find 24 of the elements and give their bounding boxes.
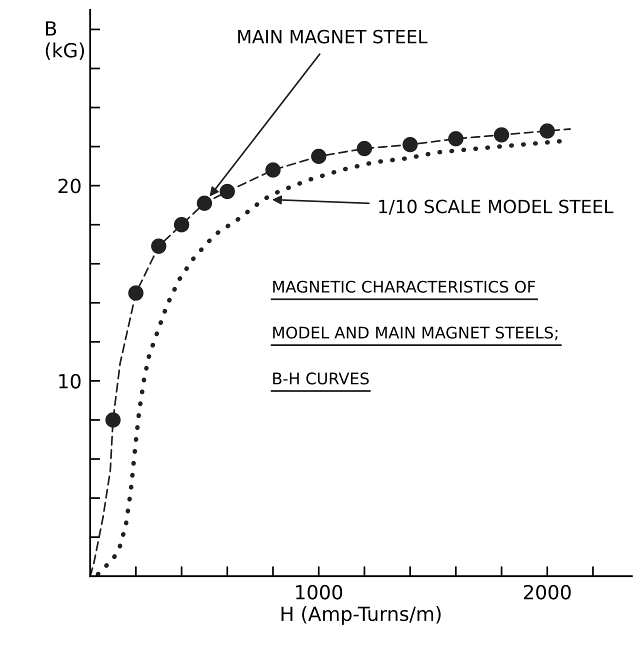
y-axis-title: B (kG) <box>46 21 84 60</box>
x-axis-title: H (Amp-Turns/m) <box>282 606 441 625</box>
point <box>174 217 190 232</box>
point <box>448 131 464 146</box>
x-tick-label: 1000 <box>296 584 342 600</box>
point <box>265 162 281 178</box>
point <box>196 196 212 211</box>
point <box>128 285 144 301</box>
annotation: B-H CURVES <box>273 372 369 385</box>
point <box>540 123 555 139</box>
point <box>356 140 372 156</box>
text: 1/10 SCALE MODEL STEEL <box>379 200 614 215</box>
y-tick-label: 10 <box>59 374 81 389</box>
y-tick-label: 20 <box>58 178 81 194</box>
point <box>311 148 326 164</box>
point <box>105 412 121 428</box>
x-tick-label: 2000 <box>524 584 571 600</box>
text: MAIN MAGNET STEEL <box>238 30 428 44</box>
point <box>151 238 166 254</box>
point <box>402 136 418 152</box>
point <box>494 127 510 143</box>
annotation: MODEL AND MAIN MAGNET STEELS; <box>273 326 558 340</box>
annotation: MAGNETIC CHARACTERISTICS OF <box>273 280 535 293</box>
point <box>220 184 235 200</box>
